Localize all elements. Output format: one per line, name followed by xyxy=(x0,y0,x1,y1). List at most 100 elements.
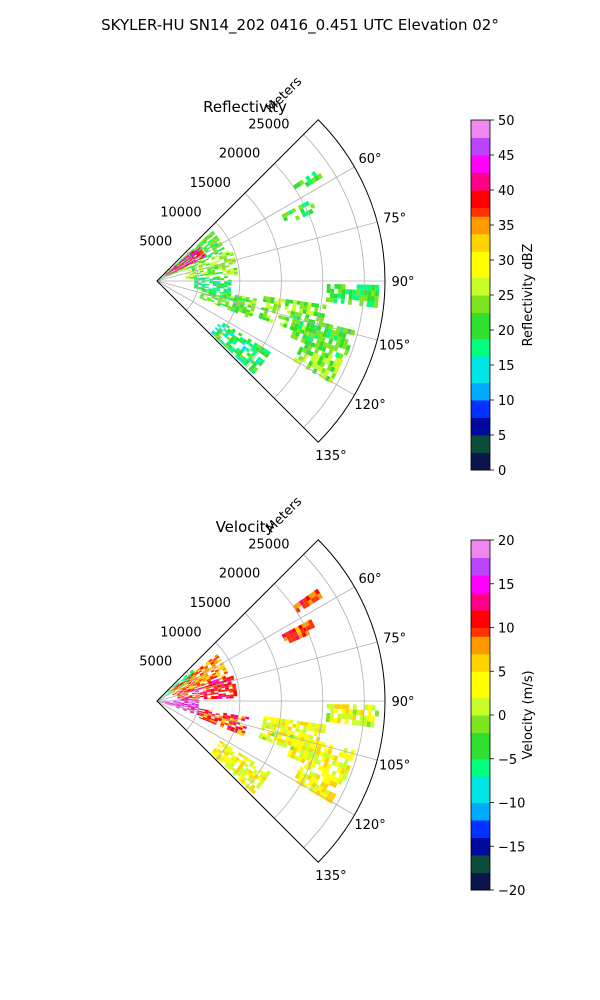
echo-cell xyxy=(222,273,227,276)
echo-cell xyxy=(321,793,328,800)
colorbar-tick-label: 25 xyxy=(498,289,515,304)
echo-cell xyxy=(185,273,189,275)
echo-cell xyxy=(216,287,221,290)
echo-cell xyxy=(204,272,208,275)
echo-cell xyxy=(222,748,228,753)
echo-cell xyxy=(189,275,194,278)
echo-cell xyxy=(210,677,215,680)
echo-cell xyxy=(180,703,185,705)
echo-cell xyxy=(190,688,195,691)
echo-cell xyxy=(204,674,209,678)
echo-cell xyxy=(169,702,173,704)
echo-cell xyxy=(314,343,320,350)
angle-tick-label: 135° xyxy=(315,869,346,884)
echo-cell xyxy=(370,295,375,302)
echo-cell xyxy=(367,295,372,302)
echo-cell xyxy=(184,701,189,703)
echo-cell xyxy=(201,287,206,290)
echo-cell xyxy=(208,674,213,678)
echo-cell xyxy=(345,289,350,295)
echo-cell xyxy=(233,338,238,344)
echo-cell xyxy=(176,704,181,706)
echo-cell xyxy=(220,284,225,287)
echo-cell xyxy=(205,283,210,286)
echo-cell xyxy=(172,704,177,706)
echo-cell xyxy=(227,289,232,292)
echo-cell xyxy=(227,748,232,753)
echo-cell xyxy=(245,784,251,790)
echo-cell xyxy=(228,752,234,757)
echo-cell xyxy=(172,693,176,695)
echo-cell xyxy=(230,336,235,341)
echo-cell xyxy=(291,742,296,748)
echo-cell xyxy=(307,360,314,367)
echo-cell xyxy=(179,691,184,694)
echo-cell xyxy=(320,787,327,794)
echo-cell xyxy=(227,305,232,309)
echo-cell xyxy=(237,297,242,301)
echo-cell xyxy=(234,756,240,761)
colorbar-segment xyxy=(471,645,490,655)
echo-cell xyxy=(304,200,310,207)
echo-cell xyxy=(176,684,180,688)
echo-cell xyxy=(319,317,325,323)
echo-cell xyxy=(187,705,192,708)
echo-cell xyxy=(211,695,215,698)
echo-cell xyxy=(340,298,345,304)
echo-cell xyxy=(180,262,185,266)
echo-cell xyxy=(185,685,190,688)
echo-cell xyxy=(298,320,304,326)
echo-cell xyxy=(307,302,312,307)
echo-cell xyxy=(224,752,229,757)
echo-cell xyxy=(343,758,349,765)
echo-cell xyxy=(195,680,200,684)
echo-cell xyxy=(190,671,195,675)
echo-cell xyxy=(227,328,232,333)
echo-cell xyxy=(355,294,361,301)
echo-cell xyxy=(179,258,183,262)
echo-cell xyxy=(215,712,220,716)
echo-cell xyxy=(210,692,215,695)
echo-cell xyxy=(305,734,310,739)
echo-cell xyxy=(221,324,226,329)
echo-cell xyxy=(184,694,189,696)
echo-cell xyxy=(214,654,219,658)
colorbar-segment xyxy=(471,820,490,830)
echo-cell xyxy=(233,716,238,720)
echo-cell xyxy=(179,682,184,686)
colorbar-tick-label: 50 xyxy=(498,114,515,129)
echo-cell xyxy=(301,631,307,638)
echo-cell xyxy=(221,674,226,678)
echo-cell xyxy=(201,683,205,687)
echo-cell xyxy=(242,338,248,344)
echo-cell xyxy=(165,693,169,696)
echo-cell xyxy=(328,338,334,345)
echo-cell xyxy=(311,362,317,369)
echo-cell xyxy=(212,288,217,291)
echo-cell xyxy=(210,244,215,248)
echo-cell xyxy=(298,355,304,361)
echo-cell xyxy=(208,681,213,684)
echo-cell xyxy=(238,349,244,355)
echo-cell xyxy=(284,302,290,307)
echo-cell xyxy=(209,666,214,670)
echo-cell xyxy=(191,706,196,708)
echo-cell xyxy=(225,252,230,256)
echo-cell xyxy=(309,743,315,749)
figure-title: SKYLER-HU SN14_202 0416_0.451 UTC Elevat… xyxy=(101,16,499,34)
echo-cell xyxy=(326,753,332,759)
echo-cell xyxy=(181,698,186,700)
echo-cell xyxy=(183,265,188,268)
echo-cell xyxy=(201,278,206,281)
colorbar-segment xyxy=(471,758,490,768)
echo-cell xyxy=(210,268,215,271)
echo-cell xyxy=(198,716,203,720)
echo-cell xyxy=(180,703,185,706)
echo-cell xyxy=(225,762,231,767)
echo-cell xyxy=(228,764,234,770)
echo-cell xyxy=(241,715,246,719)
echo-cell xyxy=(291,207,297,214)
echo-cell xyxy=(234,294,239,298)
colorbar-tick-label: −15 xyxy=(498,840,525,855)
echo-cell xyxy=(374,290,379,297)
